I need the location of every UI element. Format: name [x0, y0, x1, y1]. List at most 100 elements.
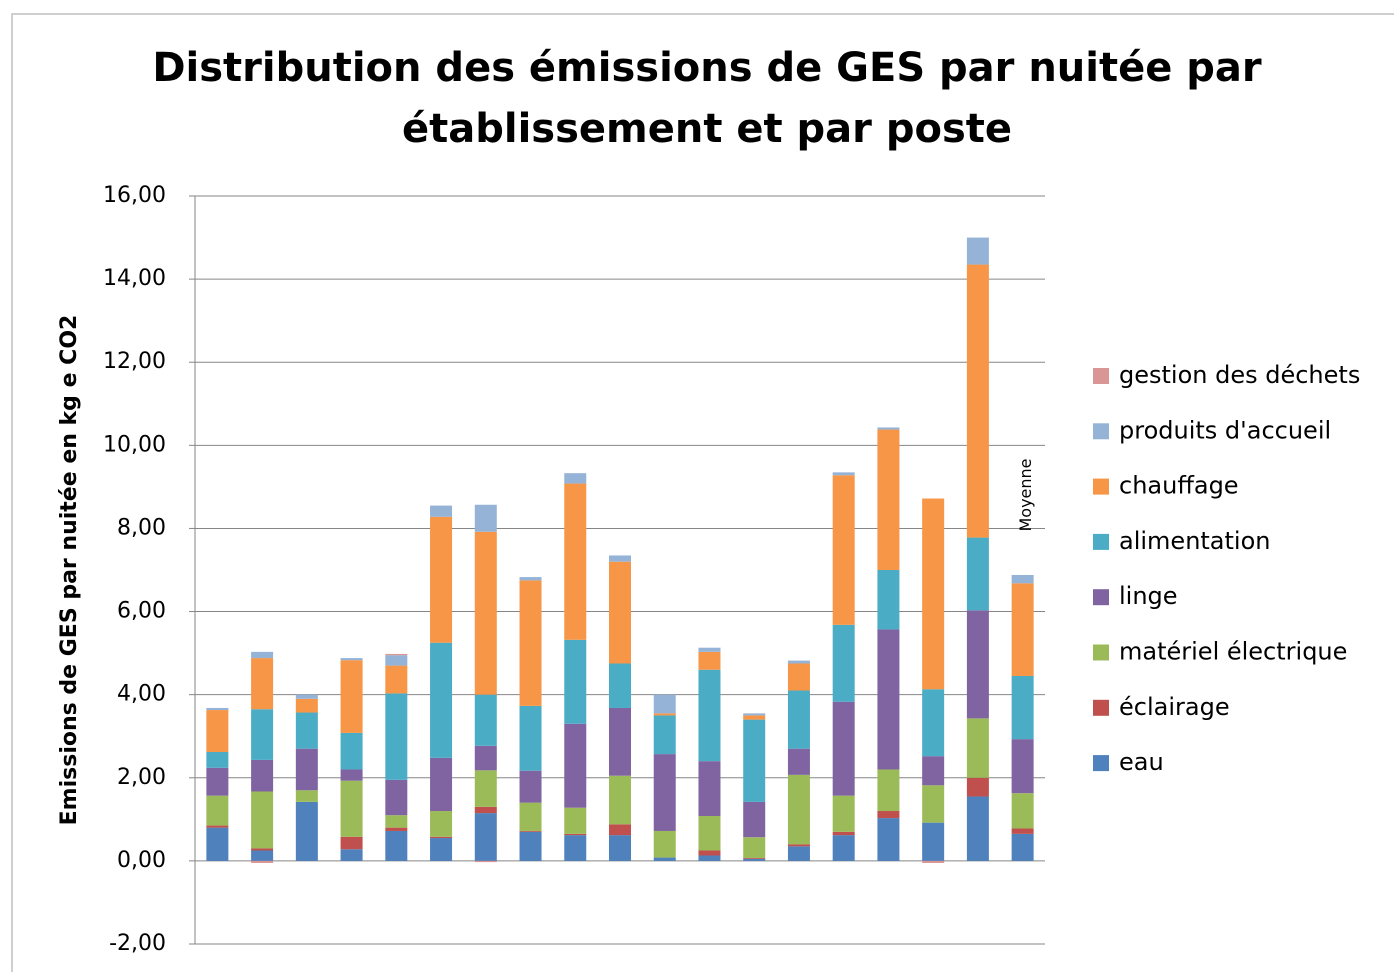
bar-segment: [564, 473, 587, 484]
y-tick-label: 16,00: [103, 183, 166, 208]
legend-swatch: [1093, 533, 1109, 550]
bar-segment: [519, 802, 542, 831]
legend-swatch: [1093, 368, 1109, 384]
bar-segment: [474, 504, 497, 532]
bar-segment: [787, 774, 810, 845]
bar-segment: [698, 816, 721, 851]
legend-label: gestion des déchets: [1119, 361, 1360, 389]
bar-segment: [653, 754, 676, 831]
bar-segment: [295, 694, 318, 699]
bar-segment: [340, 658, 363, 661]
bar-segment: [295, 712, 318, 749]
bar-segment: [832, 835, 855, 861]
bar-segment: [877, 769, 900, 812]
bar-segment: [787, 690, 810, 749]
bar-segment: [206, 825, 229, 828]
x-tick-label: Moyenne: [1016, 458, 1035, 531]
bar-segment: [206, 827, 229, 861]
bar-segment: [251, 848, 274, 851]
bar-segment: [832, 831, 855, 836]
bar-segment: [787, 844, 810, 847]
bar-segment: [698, 850, 721, 856]
bar-segment: [787, 846, 810, 861]
bar-segment: [385, 693, 408, 780]
chart-title: Distribution des émissions de GES par nu…: [152, 45, 1262, 91]
bar-segment: [385, 830, 408, 861]
bar-segment: [922, 756, 945, 786]
bar-segment: [787, 663, 810, 691]
bar-segment: [474, 745, 497, 771]
bar-segment: [340, 780, 363, 837]
bar-segment: [698, 761, 721, 817]
bar-segment: [877, 811, 900, 819]
bar-segment: [1011, 833, 1034, 861]
bar-segment: [877, 427, 900, 430]
bar-segment: [832, 701, 855, 796]
bar-segment: [698, 651, 721, 670]
bar-segment: [966, 777, 989, 797]
chart-title: établissement et par poste: [402, 106, 1012, 152]
y-tick-label: 12,00: [103, 349, 166, 374]
bar-segment: [966, 264, 989, 538]
bar-segment: [519, 705, 542, 771]
y-tick-label: -2,00: [109, 931, 166, 956]
bar-segment: [251, 658, 274, 710]
bar-segment: [653, 830, 676, 858]
y-tick-label: 4,00: [117, 682, 166, 707]
bar-segment: [609, 561, 631, 664]
bar-segment: [206, 767, 229, 796]
bar-segment: [966, 796, 989, 861]
bar-segment: [474, 806, 497, 814]
bar-segment: [564, 483, 587, 640]
bar-segment: [832, 795, 855, 832]
bar-segment: [430, 757, 453, 812]
bar-segment: [922, 822, 945, 861]
bar-segment: [430, 642, 453, 758]
bar-segment: [832, 475, 855, 625]
bar-segment: [295, 698, 318, 713]
bar-segment: [206, 752, 229, 768]
bar-segment: [251, 759, 274, 792]
y-tick-label: 14,00: [103, 266, 166, 291]
bar-segment: [251, 791, 274, 849]
bar-segment: [519, 577, 542, 581]
bar-segment: [385, 655, 408, 666]
bar-segment: [206, 795, 229, 826]
bar-segment: [832, 472, 855, 476]
bar-segment: [653, 857, 676, 861]
bar-segment: [1011, 583, 1034, 676]
bar-segment: [743, 719, 766, 802]
bar-segment: [966, 610, 989, 719]
bar-segment: [966, 237, 989, 265]
bar-segment: [564, 639, 587, 724]
bar-segment: [743, 858, 766, 861]
bar-segment: [340, 660, 363, 733]
bar-segment: [430, 836, 453, 839]
bar-segment: [877, 429, 900, 570]
bar-segment: [251, 709, 274, 760]
legend-label: chauffage: [1119, 472, 1239, 500]
bar-segment: [564, 807, 587, 834]
legend-label: alimentation: [1119, 527, 1271, 555]
y-tick-label: 10,00: [103, 432, 166, 457]
bar-segment: [295, 748, 318, 791]
bar-segment: [743, 837, 766, 858]
bar-segment: [698, 647, 721, 652]
legend-swatch: [1093, 423, 1109, 440]
bar-segment: [966, 718, 989, 778]
bar-segment: [609, 555, 631, 562]
bar-segment: [1011, 574, 1034, 584]
bar-segment: [877, 629, 900, 770]
bar-segment: [966, 537, 989, 611]
bar-segment: [653, 694, 676, 714]
bar-segment: [609, 663, 631, 708]
bar-segment: [787, 660, 810, 664]
bar-segment: [251, 651, 274, 659]
bar-segment: [385, 815, 408, 828]
y-tick-label: 2,00: [117, 765, 166, 790]
bar-segment: [430, 811, 453, 837]
bar-segment: [1011, 739, 1034, 794]
bar-segment: [922, 860, 945, 863]
y-tick-label: 8,00: [117, 515, 166, 540]
